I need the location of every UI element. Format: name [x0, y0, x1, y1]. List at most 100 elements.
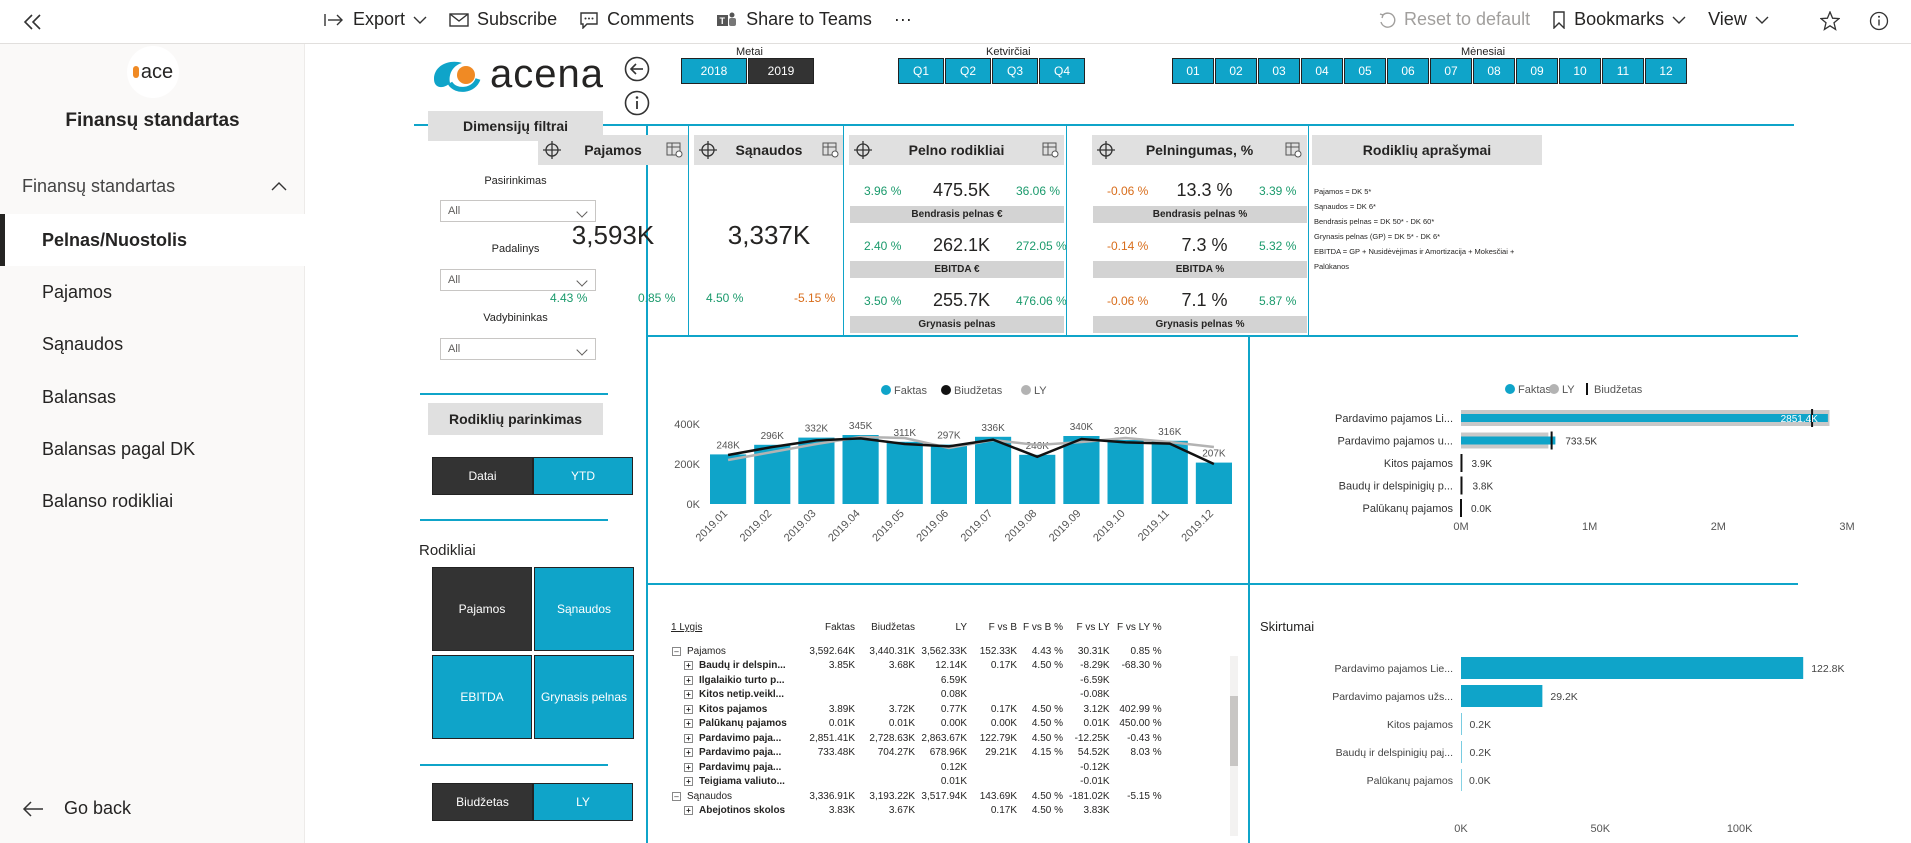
expand-icon[interactable]: + — [684, 719, 693, 729]
quarter-button-Q2[interactable]: Q2 — [945, 58, 991, 84]
focus-icon[interactable] — [854, 141, 872, 159]
collapse-nav-icon[interactable] — [20, 10, 44, 34]
subscribe-button[interactable]: Subscribe — [449, 9, 557, 30]
nav-section-header[interactable]: Finansų standartas — [22, 176, 287, 197]
padalinys-dropdown[interactable]: All — [440, 269, 596, 291]
expand-icon[interactable]: + — [684, 704, 693, 714]
month-button-06[interactable]: 06 — [1387, 58, 1429, 84]
year-button-2019[interactable]: 2019 — [748, 58, 814, 84]
value-cell: 704.27K — [877, 747, 915, 759]
row-header-cell: + Teigiama valiuto... — [668, 775, 796, 790]
nav-item-sanaudos[interactable]: Sąnaudos — [42, 334, 123, 355]
month-button-03[interactable]: 03 — [1258, 58, 1300, 84]
rodiklis-grynasis-button[interactable]: Grynasis pelnas — [534, 655, 634, 739]
pl-matrix-table: 1 Lygis Faktas Biudžetas LY F vs B F vs B % F … — [668, 622, 1165, 818]
nav-item-pelnas[interactable]: Pelnas/Nuostolis — [0, 214, 305, 266]
category-label: Pardavimo pajamos Li... — [1335, 413, 1453, 425]
more-options-button[interactable]: ··· — [894, 9, 912, 30]
focus-icon[interactable] — [543, 141, 561, 159]
comments-button[interactable]: Comments — [579, 9, 694, 30]
column-header[interactable]: LY — [955, 622, 968, 633]
month-button-09[interactable]: 09 — [1516, 58, 1558, 84]
export-button[interactable]: Export — [323, 9, 427, 30]
table-scrollbar[interactable] — [1230, 656, 1238, 836]
column-header[interactable]: 1 Lygis — [671, 622, 703, 633]
bookmarks-button[interactable]: Bookmarks — [1552, 9, 1686, 30]
month-button-07[interactable]: 07 — [1430, 58, 1472, 84]
nav-item-balansas-dk[interactable]: Balansas pagal DK — [42, 439, 195, 460]
rodiklis-pajamos-button[interactable]: Pajamos — [432, 567, 532, 651]
value-cell: 8.03 % — [1130, 747, 1162, 759]
column-header[interactable]: F vs B — [988, 622, 1017, 633]
y-tick-label: 0K — [687, 499, 701, 511]
x-tick-label: 100K — [1727, 823, 1753, 835]
month-button-11[interactable]: 11 — [1602, 58, 1644, 84]
biudzetas-button[interactable]: Biudžetas — [432, 783, 533, 821]
month-button-01[interactable]: 01 — [1172, 58, 1214, 84]
collapse-icon[interactable]: – — [672, 791, 681, 801]
year-button-2018[interactable]: 2018 — [681, 58, 747, 84]
vadybininkas-dropdown[interactable]: All — [440, 338, 596, 360]
month-button-02[interactable]: 02 — [1215, 58, 1257, 84]
revenue-breakdown-chart: Faktas LY Biudžetas Pardavimo pajamos Li...… — [1335, 383, 1855, 533]
ly-button[interactable]: LY — [533, 783, 633, 821]
kpi-card-border — [1066, 126, 1067, 335]
value-cell: 0.00K — [940, 718, 967, 730]
focus-icon[interactable] — [699, 141, 717, 159]
nav-item-pajamos[interactable]: Pajamos — [42, 282, 112, 303]
nav-item-balansas[interactable]: Balansas — [42, 387, 116, 408]
info-icon[interactable] — [1869, 11, 1889, 31]
nav-item-balanso-rodikliai[interactable]: Balanso rodikliai — [42, 491, 173, 512]
go-back-button[interactable]: Go back — [22, 798, 131, 819]
rodiklis-ebitda-button[interactable]: EBITDA — [432, 655, 532, 739]
padalinys-label: Padalinys — [491, 243, 540, 255]
kpi-pelningumas-vs-budget: -0.06 % — [1107, 294, 1149, 308]
column-header[interactable]: F vs B % — [1023, 622, 1064, 633]
category-label: Kitos pajamos — [1387, 719, 1453, 731]
view-button[interactable]: View — [1708, 9, 1769, 30]
info-circle-icon[interactable] — [624, 90, 650, 116]
expand-icon[interactable]: + — [684, 675, 693, 685]
quarter-button-Q4[interactable]: Q4 — [1039, 58, 1085, 84]
expand-icon[interactable]: + — [684, 733, 693, 743]
table-view-icon[interactable] — [666, 142, 684, 158]
chevron-up-icon — [271, 181, 287, 190]
expand-icon[interactable]: + — [684, 661, 693, 671]
quarter-button-Q3[interactable]: Q3 — [992, 58, 1038, 84]
kpi-pelningumas-value: 13.3 % — [1176, 180, 1233, 200]
star-icon[interactable] — [1820, 11, 1840, 31]
expand-icon[interactable]: + — [684, 748, 693, 758]
expand-icon[interactable]: + — [684, 806, 693, 816]
quarter-button-Q1[interactable]: Q1 — [898, 58, 944, 84]
reset-default-button[interactable]: Reset to default — [1378, 9, 1530, 30]
table-view-icon[interactable] — [822, 142, 840, 158]
share-teams-button[interactable]: T Share to Teams — [716, 9, 872, 30]
x-tick-label: 2019.11 — [1136, 508, 1172, 544]
column-header[interactable]: F vs LY — [1076, 622, 1110, 633]
back-arrow-icon[interactable] — [624, 56, 650, 82]
rodiklis-sanaudos-button[interactable]: Sąnaudos — [534, 567, 634, 651]
pasirinkimas-dropdown[interactable]: All — [440, 200, 596, 222]
kpi-pelningumas-sublabel: Bendrasis pelnas % — [1093, 206, 1307, 223]
collapse-icon[interactable]: – — [672, 646, 681, 656]
month-button-10[interactable]: 10 — [1559, 58, 1601, 84]
x-tick-label: 2019.08 — [1003, 508, 1040, 545]
aprasymai-line: Pajamos = DK 5* — [1314, 187, 1372, 196]
column-header[interactable]: Biudžetas — [871, 622, 915, 633]
table-row: + Pardavimų paja... 0.12K -0.12K — [668, 760, 1165, 775]
expand-icon[interactable]: + — [684, 777, 693, 787]
column-header[interactable]: Faktas — [824, 622, 855, 633]
ytd-button[interactable]: YTD — [533, 457, 633, 495]
focus-icon[interactable] — [1097, 141, 1115, 159]
datai-button[interactable]: Datai — [432, 457, 533, 495]
month-button-05[interactable]: 05 — [1344, 58, 1386, 84]
month-button-04[interactable]: 04 — [1301, 58, 1343, 84]
expand-icon[interactable]: + — [684, 762, 693, 772]
table-view-icon[interactable] — [1285, 142, 1303, 158]
column-header[interactable]: F vs LY % — [1116, 622, 1162, 633]
month-button-08[interactable]: 08 — [1473, 58, 1515, 84]
month-button-12[interactable]: 12 — [1645, 58, 1687, 84]
table-view-icon[interactable] — [1042, 142, 1060, 158]
expand-icon[interactable]: + — [684, 690, 693, 700]
table-row: + Kitos netip.veikl... 0.08K -0.08K — [668, 688, 1165, 703]
